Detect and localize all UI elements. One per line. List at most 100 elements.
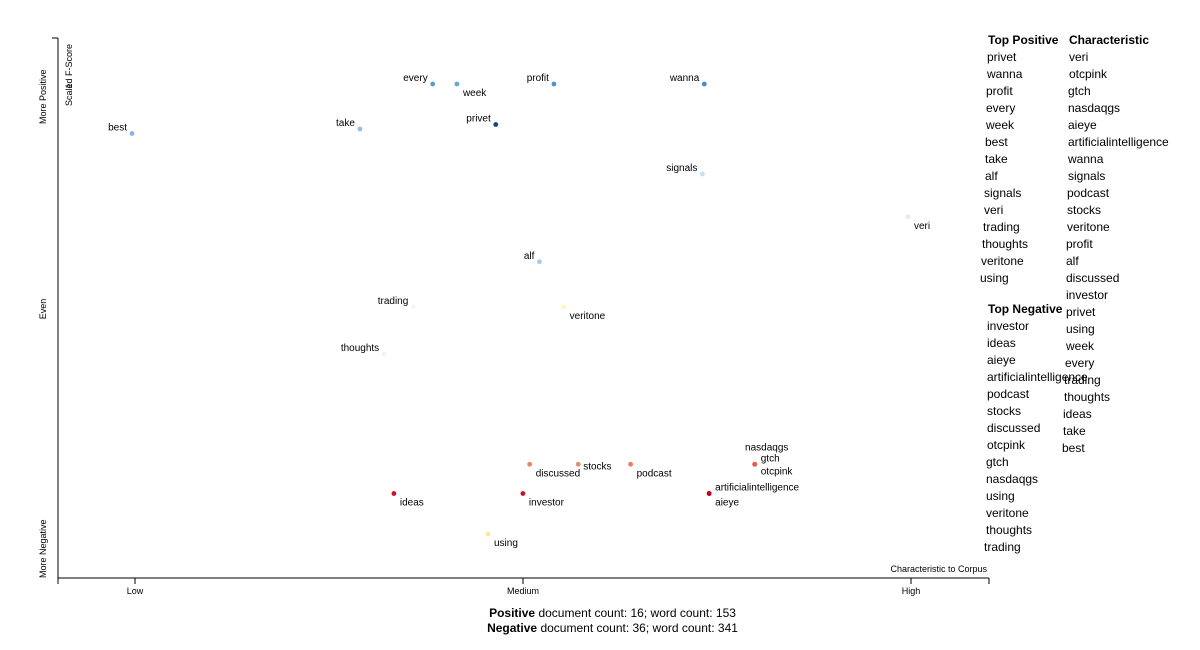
list-item: privet (987, 50, 1017, 64)
point-wanna (701, 81, 707, 87)
term-label-trading: trading (378, 296, 409, 307)
list-item: nasdaqgs (986, 472, 1039, 486)
list-item: thoughts (982, 237, 1029, 251)
point-veritone (561, 304, 567, 310)
list-item: stocks (987, 404, 1022, 418)
list-item: veri (984, 203, 1004, 217)
point-take (357, 126, 363, 132)
list-item: podcast (987, 387, 1030, 401)
list-item: take (1063, 424, 1086, 438)
point-thoughts (381, 351, 387, 357)
list-item: every (1065, 356, 1095, 370)
list-item: take (985, 152, 1008, 166)
list-item: nasdaqgs (1068, 101, 1121, 115)
y-axis-title: Scaled F-Score (64, 44, 74, 106)
point-using (485, 531, 491, 537)
list-item: best (1062, 441, 1085, 455)
top-negative-title: Top Negative (988, 302, 1063, 316)
list-item: artificialintelligence (1068, 135, 1169, 149)
scatter-plot: Low Medium High Characteristic to Corpus Sc… (38, 37, 990, 596)
negative-label: Negative (487, 621, 538, 635)
list-item: investor (1066, 288, 1109, 302)
y-category-label: More Negative (38, 519, 48, 578)
term-label-week: week (462, 88, 487, 99)
negative-count-line: Negative document count: 36; word count:… (0, 621, 1200, 636)
point-discussed (527, 461, 533, 467)
characteristic-list: Characteristic veri otcpink gtch nasdaqgs ai… (1062, 32, 1169, 457)
list-item: week (1066, 339, 1095, 353)
point-signals (699, 171, 705, 177)
list-item: trading (983, 220, 1020, 234)
term-label-profit: profit (527, 73, 549, 84)
list-item: otcpink (987, 438, 1026, 452)
list-item: signals (1068, 169, 1106, 183)
term-label-alf: alf (524, 251, 535, 262)
list-item: gtch (986, 455, 1009, 469)
term-label-signals: signals (666, 163, 697, 174)
term-label-every: every (403, 73, 427, 84)
list-item: thoughts (1064, 390, 1111, 404)
list-item: signals (984, 186, 1022, 200)
list-item: profit (986, 84, 1013, 98)
y-category-label: More Positive (38, 69, 48, 124)
x-tick-label: High (902, 586, 921, 596)
term-label-nasdaqgs: nasdaqgs (745, 442, 788, 453)
term-label-privet: privet (466, 114, 491, 125)
point-best (129, 131, 135, 136)
term-label-veritone: veritone (570, 311, 606, 322)
list-item: gtch (1068, 84, 1091, 98)
list-item: discussed (987, 421, 1041, 435)
list-item: best (985, 135, 1008, 149)
top-negative-list: Top Negative investor ideas aieye artificia… (984, 301, 1088, 556)
list-item: alf (1066, 254, 1079, 268)
list-item: wanna (987, 67, 1023, 81)
term-label-veri: veri (914, 221, 930, 232)
term-label-wanna: wanna (669, 73, 700, 84)
list-item: veritone (981, 254, 1024, 268)
list-item: otcpink (1069, 67, 1108, 81)
list-item: using (1066, 322, 1095, 336)
list-item: trading (1064, 373, 1101, 387)
list-item: veritone (1067, 220, 1110, 234)
term-label-stocks: stocks (583, 461, 611, 472)
x-axis-ticks: Low Medium High Characteristic to Corpus (127, 564, 988, 596)
point-alf (537, 259, 542, 265)
y-category-label: Even (38, 299, 48, 320)
top-positive-title: Top Positive (988, 33, 1059, 47)
list-item: aieye (987, 353, 1016, 367)
point-otcpink (752, 461, 758, 467)
term-label-otcpink: otcpink (761, 466, 794, 477)
list-item: investor (987, 319, 1030, 333)
list-item: discussed (1066, 271, 1120, 285)
point-veri (905, 214, 911, 220)
term-label-artificialintelligence: artificialintelligence (715, 483, 799, 494)
list-item: thoughts (986, 523, 1033, 537)
point-aieye (706, 491, 712, 496)
list-item: privet (1066, 305, 1096, 319)
point-every (430, 81, 436, 87)
positive-count-text: document count: 16; word count: 153 (538, 606, 736, 620)
characteristic-title: Characteristic (1069, 33, 1150, 47)
list-item: trading (984, 540, 1021, 554)
list-item: wanna (1068, 152, 1104, 166)
list-item: profit (1066, 237, 1093, 251)
term-label-ideas: ideas (400, 498, 424, 509)
list-item: using (980, 271, 1009, 285)
x-tick-label: Medium (507, 586, 539, 596)
point-podcast (628, 461, 633, 467)
term-label-using: using (494, 538, 518, 549)
list-item: artificialintelligence (987, 370, 1088, 384)
list-item: podcast (1067, 186, 1110, 200)
list-item: aieye (1068, 118, 1097, 132)
list-item: ideas (1063, 407, 1092, 421)
x-axis-corner-label: Characteristic to Corpus (890, 564, 987, 574)
term-label-thoughts: thoughts (341, 343, 379, 354)
list-item: week (986, 118, 1015, 132)
point-trading (410, 304, 416, 310)
term-label-gtch: gtch (761, 453, 780, 464)
list-item: ideas (987, 336, 1016, 350)
point-week (454, 81, 460, 87)
document-counts: Positive document count: 16; word count:… (0, 606, 1200, 636)
point-privet (493, 122, 499, 127)
